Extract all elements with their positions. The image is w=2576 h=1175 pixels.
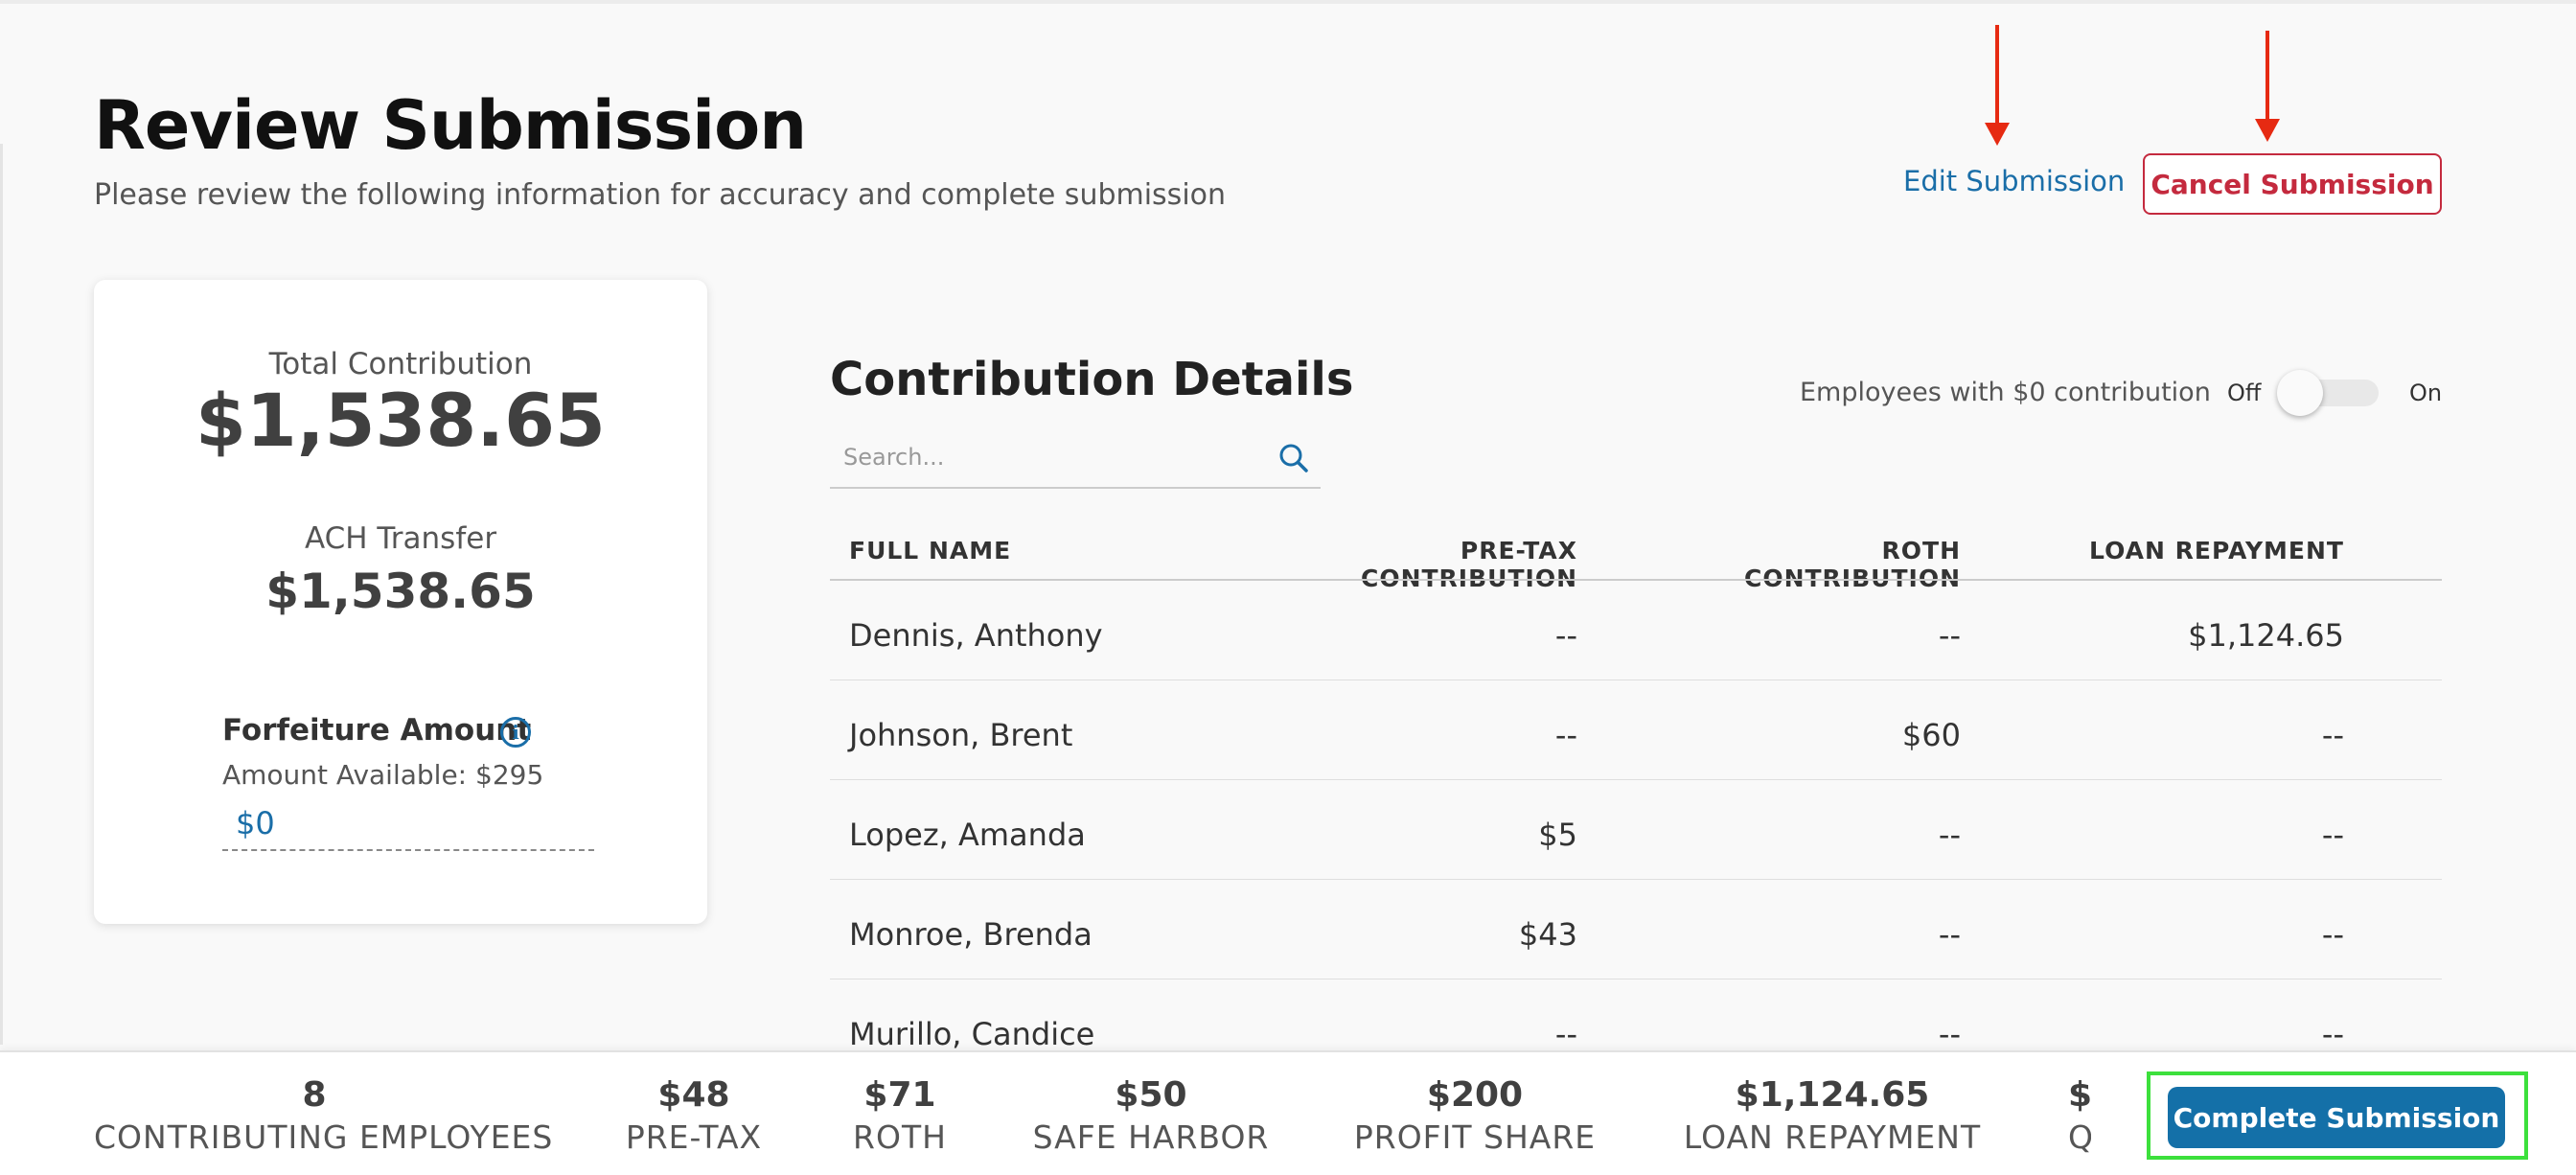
ach-transfer-label: ACH Transfer: [304, 521, 497, 556]
annotation-arrow-edit: [1985, 25, 2010, 146]
stat-label: PRE-TAX: [625, 1118, 763, 1156]
stat-label: LOAN REPAYMENT: [1683, 1118, 1982, 1156]
stat-value: $200: [1426, 1075, 1524, 1115]
cell-pre-tax: --: [1554, 617, 1577, 654]
stat-pre-tax: $48 PRE-TAX: [613, 1075, 774, 1156]
cell-pre-tax: $5: [1538, 817, 1577, 853]
forfeiture-amount-title: Forfeiture Amount: [222, 713, 532, 748]
stat-value: $71: [863, 1075, 936, 1115]
cell-loan-repayment: --: [2321, 817, 2344, 853]
zero-contribution-toggle-label: Employees with $0 contribution: [1800, 378, 2211, 407]
cell-pre-tax: --: [1554, 1016, 1577, 1052]
edit-submission-link[interactable]: Edit Submission: [1903, 165, 2126, 197]
forfeiture-amount-input[interactable]: [222, 797, 594, 851]
cell-pre-tax: $43: [1518, 916, 1577, 953]
cell-loan-repayment: $1,124.65: [2188, 617, 2344, 654]
stat-value-clipped: $: [2068, 1075, 2091, 1115]
search-input[interactable]: [830, 429, 1252, 485]
stat-label-clipped: Q: [2068, 1118, 2091, 1156]
table-row[interactable]: Monroe, Brenda $43 -- --: [830, 880, 2442, 979]
toggle-on-label: On: [2409, 380, 2443, 406]
stat-clipped: $ Q: [2068, 1075, 2091, 1156]
cell-loan-repayment: --: [2321, 916, 2344, 953]
stat-label: SAFE HARBOR: [1032, 1118, 1270, 1156]
stat-label: CONTRIBUTING EMPLOYEES: [94, 1118, 554, 1156]
table-row[interactable]: Lopez, Amanda $5 -- --: [830, 780, 2442, 880]
column-header-full-name[interactable]: FULL NAME: [849, 537, 1012, 564]
forfeiture-available: Amount Available: $295: [222, 759, 544, 791]
stat-roth: $71 ROTH: [838, 1075, 962, 1156]
complete-submission-button[interactable]: Complete Submission: [2168, 1087, 2505, 1148]
table-row[interactable]: Dennis, Anthony -- -- $1,124.65: [830, 581, 2442, 680]
search-field: [830, 429, 1321, 489]
contribution-details-title: Contribution Details: [830, 353, 1354, 406]
total-contribution-value: $1,538.65: [196, 378, 606, 463]
page-subtitle: Please review the following information …: [94, 178, 1227, 212]
cancel-submission-button[interactable]: Cancel Submission: [2143, 153, 2442, 215]
cell-roth: --: [1938, 916, 1961, 953]
ach-transfer-value: $1,538.65: [265, 564, 536, 619]
cell-pre-tax: --: [1554, 717, 1577, 753]
total-contribution-label: Total Contribution: [268, 347, 533, 381]
annotation-highlight-box: Complete Submission: [2147, 1071, 2528, 1160]
toggle-knob[interactable]: [2277, 370, 2323, 416]
info-icon[interactable]: i: [500, 717, 531, 748]
page-title: Review Submission: [94, 86, 807, 165]
stat-profit-share: $200 PROFIT SHARE: [1353, 1075, 1597, 1156]
top-border: [0, 0, 2576, 4]
cell-full-name: Lopez, Amanda: [849, 817, 1086, 853]
column-header-loan-repayment[interactable]: LOAN REPAYMENT: [2089, 537, 2344, 564]
column-header-roth[interactable]: ROTH CONTRIBUTION: [1743, 537, 1961, 592]
cell-loan-repayment: --: [2321, 1016, 2344, 1052]
column-header-pre-tax[interactable]: PRE-TAX CONTRIBUTION: [1360, 537, 1577, 592]
cell-full-name: Murillo, Candice: [849, 1016, 1095, 1052]
left-border: [0, 144, 3, 1045]
stat-label: ROTH: [853, 1118, 947, 1156]
stat-value: $50: [1115, 1075, 1187, 1115]
cell-roth: --: [1938, 617, 1961, 654]
stat-loan-repayment: $1,124.65 LOAN REPAYMENT: [1679, 1075, 1986, 1156]
cell-full-name: Monroe, Brenda: [849, 916, 1092, 953]
header-divider: [830, 579, 2442, 581]
cell-full-name: Dennis, Anthony: [849, 617, 1103, 654]
search-icon[interactable]: [1276, 441, 1311, 475]
stat-contributing-employees: 8 CONTRIBUTING EMPLOYEES: [94, 1075, 554, 1156]
cell-roth: $60: [1901, 717, 1961, 753]
stat-value: 8: [302, 1075, 327, 1115]
zero-contribution-toggle[interactable]: [2277, 370, 2379, 416]
summary-card: Total Contribution $1,538.65 ACH Transfe…: [94, 280, 707, 924]
cell-loan-repayment: --: [2321, 717, 2344, 753]
stat-value: $48: [657, 1075, 730, 1115]
annotation-arrow-cancel: [2255, 31, 2280, 142]
cell-roth: --: [1938, 817, 1961, 853]
stat-value: $1,124.65: [1735, 1075, 1930, 1115]
cell-full-name: Johnson, Brent: [849, 717, 1073, 753]
table-row[interactable]: Johnson, Brent -- $60 --: [830, 680, 2442, 780]
cell-roth: --: [1938, 1016, 1961, 1052]
stat-safe-harbor: $50 SAFE HARBOR: [1029, 1075, 1273, 1156]
stat-label: PROFIT SHARE: [1353, 1118, 1597, 1156]
toggle-off-label: Off: [2227, 380, 2262, 406]
